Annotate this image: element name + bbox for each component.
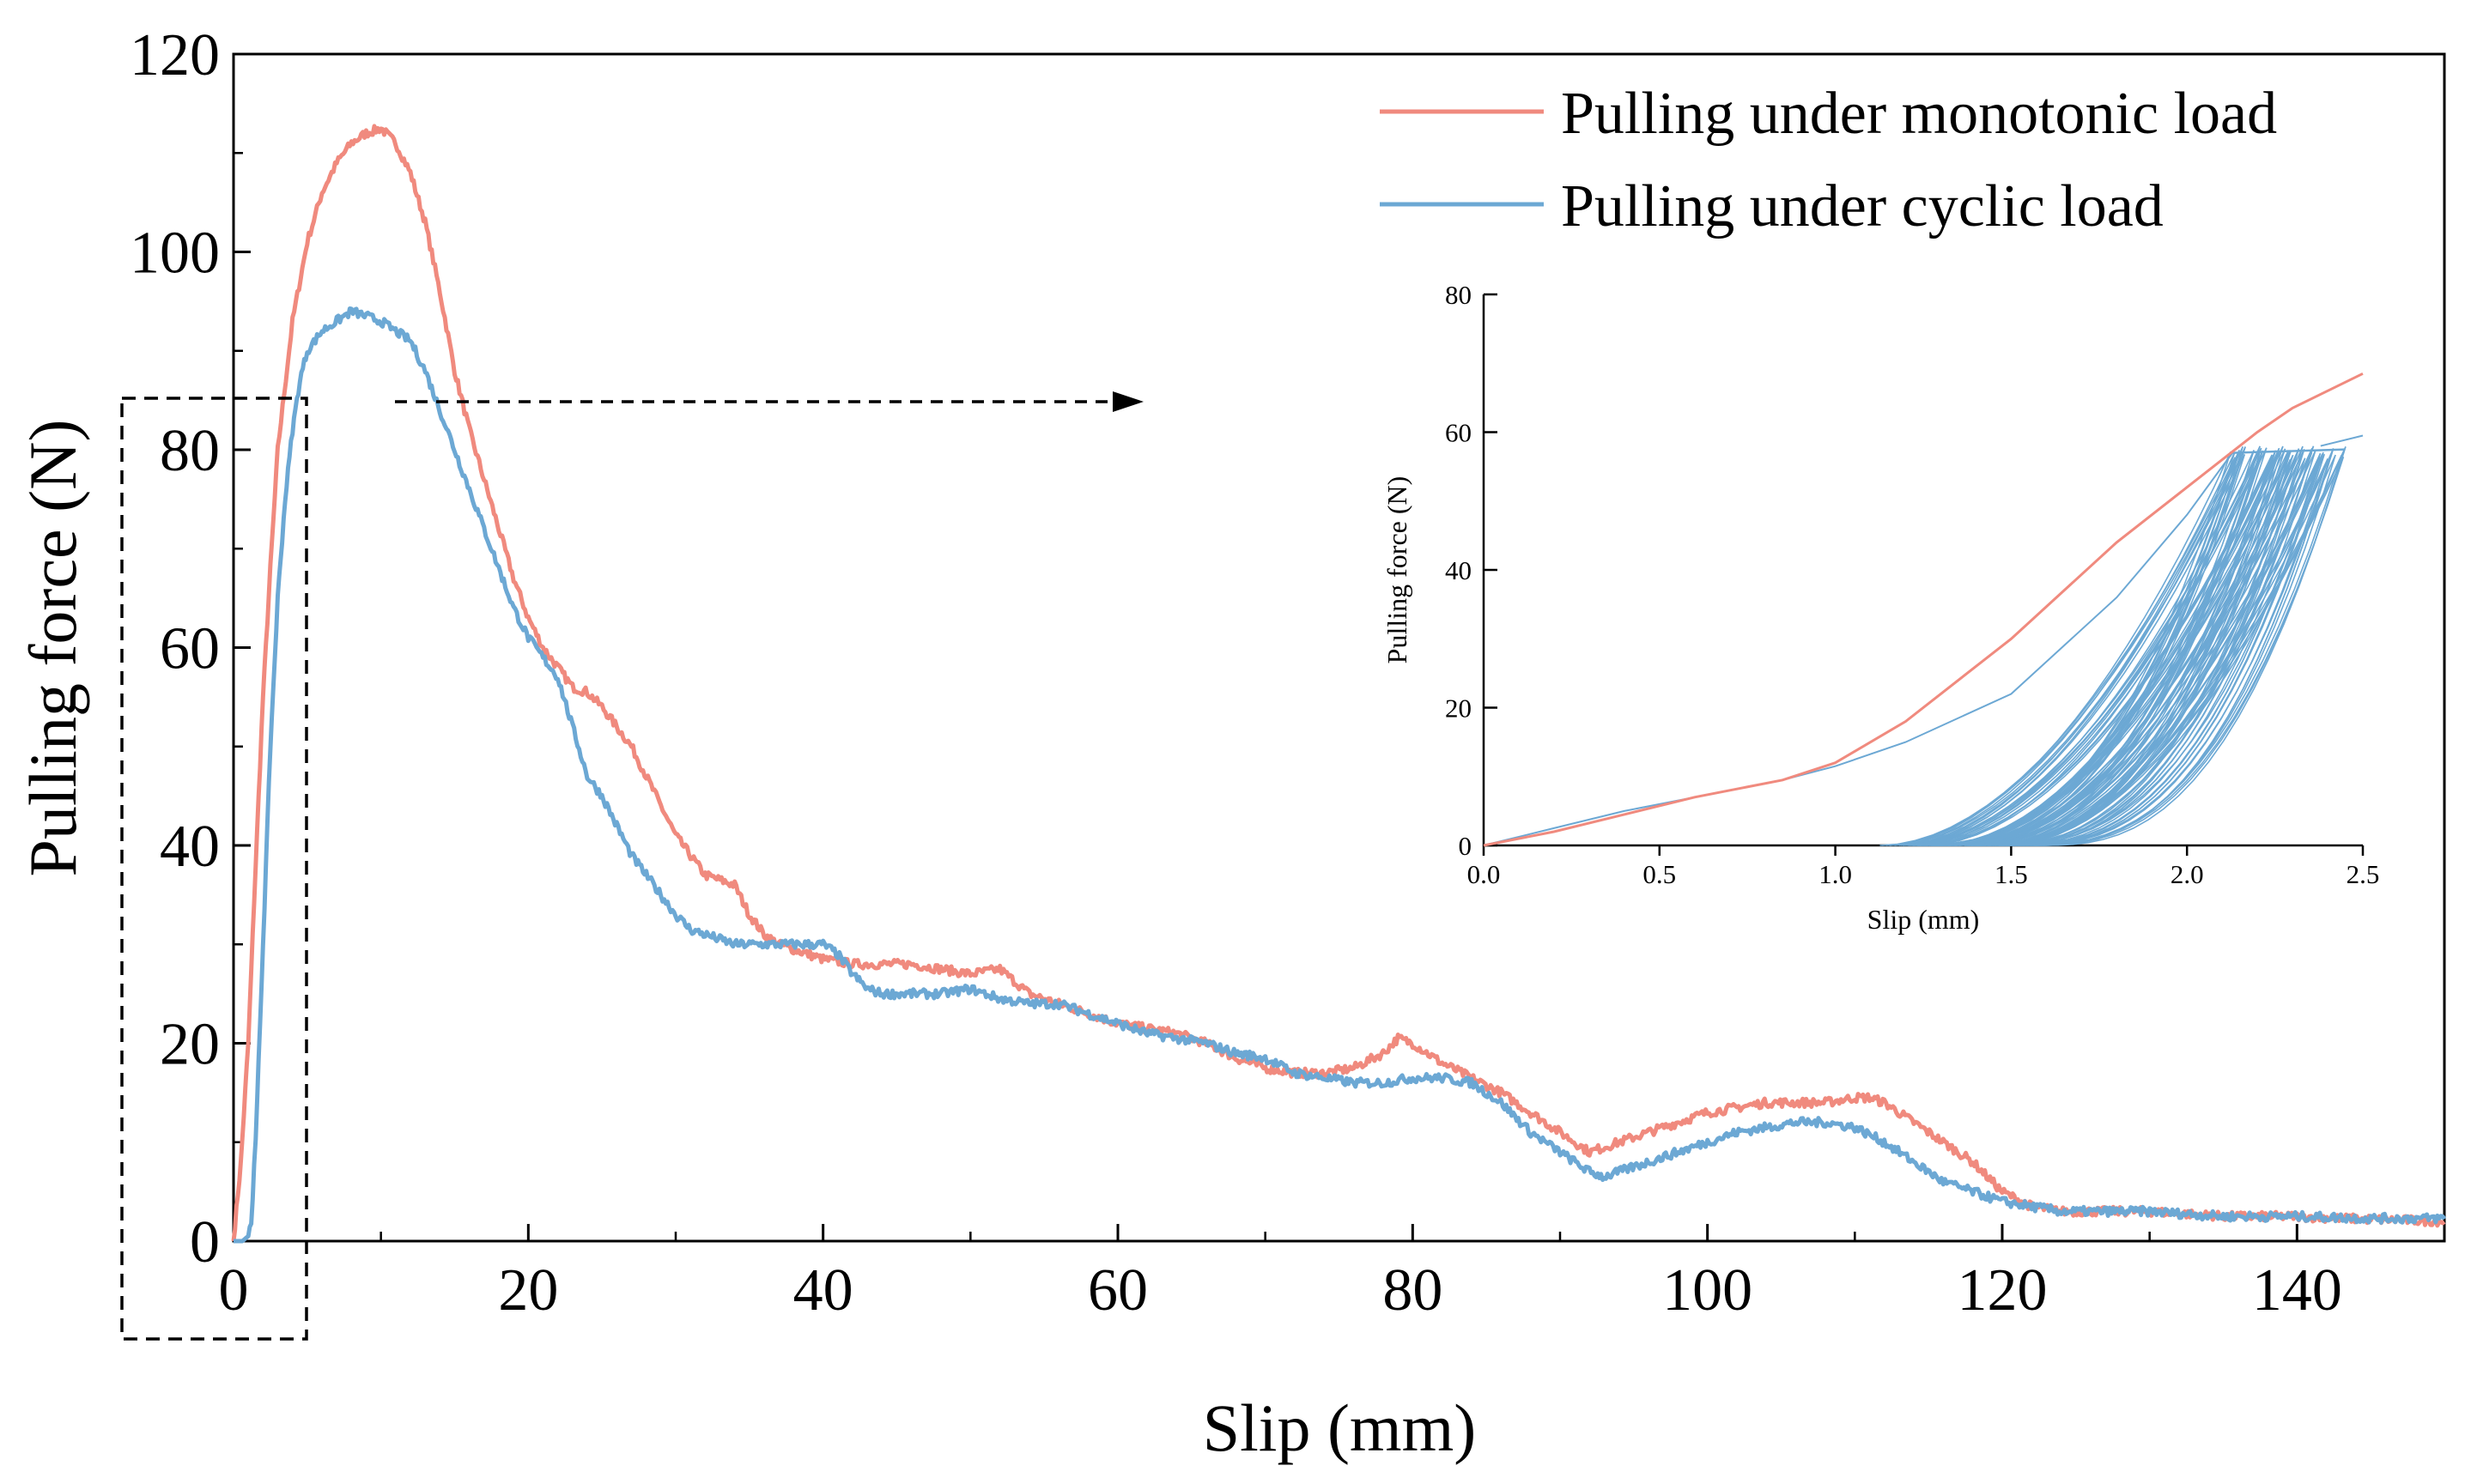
inset-cyclic-loop-loading xyxy=(1988,453,2325,846)
main-x-tick-labels: 0 20 40 60 80 100 120 140 xyxy=(219,1257,2342,1323)
inset-x-tick-label: 0.0 xyxy=(1467,859,1501,889)
inset-cyclic-loop-loading xyxy=(1989,454,2332,846)
main-x-tick-label: 140 xyxy=(2252,1257,2342,1323)
inset-cyclic-loop-loading xyxy=(1916,447,2268,846)
inset-cyclic-loop-unloading xyxy=(2018,454,2332,846)
inset-cyclic-loop-loading xyxy=(1977,450,2316,846)
inset-y-tick-label: 40 xyxy=(1445,555,1472,585)
inset-cyclic-loop-unloading xyxy=(1999,448,2313,846)
inset-cyclic-loop-loading xyxy=(1901,454,2246,846)
inset-x-tick-label: 2.0 xyxy=(2171,859,2204,889)
inset-cyclic-loop-loading xyxy=(1970,447,2313,846)
zoom-arrow-head xyxy=(1113,391,1144,412)
main-y-tick-label: 60 xyxy=(160,616,220,682)
main-series-group xyxy=(231,124,2447,1244)
inset-cyclic-loop-loading xyxy=(1936,448,2286,846)
inset-cyclic-final-segment xyxy=(2320,434,2364,447)
zoom-annotation xyxy=(120,391,1144,1341)
inset-cyclic-loop-loading xyxy=(1964,448,2300,846)
inset-cyclic-envelope xyxy=(1483,451,2234,846)
main-y-tick-label: 20 xyxy=(160,1012,220,1078)
inset-x-tick-label: 2.5 xyxy=(2347,859,2380,889)
inset-cyclic-loop-loading xyxy=(2005,451,2333,846)
inset-series-group xyxy=(1483,372,2364,847)
inset-cyclic-loop-unloading xyxy=(2025,455,2342,846)
inset-y-tick-label: 0 xyxy=(1459,831,1472,861)
main-x-tick-label: 20 xyxy=(498,1257,558,1323)
inset-cyclic-loop-loading xyxy=(1998,455,2342,846)
main-x-tick-label: 80 xyxy=(1382,1257,1442,1323)
inset-cyclic-loop-loading xyxy=(1948,458,2292,846)
inset-cyclic-loop-loading xyxy=(1943,450,2291,846)
main-y-tick-label: 100 xyxy=(130,221,220,287)
inset-y-tick-label: 20 xyxy=(1445,694,1472,724)
inset-cyclic-loop-unloading xyxy=(2035,446,2347,846)
inset-cyclic-loop-loading xyxy=(1889,451,2236,846)
legend-label-monotonic: Pulling under monotonic load xyxy=(1561,81,2277,147)
inset-plot: 0.0 0.5 1.0 1.5 2.0 2.5 0 20 40 60 80 Slip (mm) P… xyxy=(1381,280,2379,935)
main-y-tick-label: 120 xyxy=(130,22,220,88)
inset-cyclic-peak-band xyxy=(2232,448,2346,454)
inset-cyclic-loop-unloading xyxy=(2043,449,2346,846)
inset-x-axis-label: Slip (mm) xyxy=(1867,904,1980,935)
inset-monotonic-line xyxy=(1483,372,2364,847)
inset-cyclic-loop-loading xyxy=(1946,451,2292,846)
main-y-tick-labels: 0 20 40 60 80 100 120 xyxy=(130,22,220,1275)
main-minor-ticks xyxy=(234,152,2151,1241)
main-x-tick-label: 100 xyxy=(1662,1257,1752,1323)
inset-ticks xyxy=(1482,293,2365,856)
inset-cyclic-loop-loading xyxy=(1954,450,2304,846)
inset-y-tick-label: 60 xyxy=(1445,418,1472,448)
inset-x-tick-labels: 0.0 0.5 1.0 1.5 2.0 2.5 xyxy=(1467,859,2380,889)
inset-x-tick-label: 1.0 xyxy=(1818,859,1852,889)
main-y-tick-label: 0 xyxy=(190,1209,220,1275)
inset-cyclic-loop-loading xyxy=(1894,446,2246,846)
inset-x-tick-label: 0.5 xyxy=(1642,859,1676,889)
inset-cyclic-loop-loading xyxy=(1903,456,2257,846)
main-x-tick-label: 60 xyxy=(1088,1257,1148,1323)
inset-cyclic-loop-loading xyxy=(1981,457,2321,846)
inset-y-tick-labels: 0 20 40 60 80 xyxy=(1445,280,1472,861)
main-series-line-1 xyxy=(233,306,2447,1244)
inset-cyclic-loop-loading xyxy=(1937,450,2290,846)
inset-cyclic-loop-loading xyxy=(1919,454,2273,846)
inset-y-axis-label: Pulling force (N) xyxy=(1381,476,1412,664)
legend-label-cyclic: Pulling under cyclic load xyxy=(1561,173,2164,239)
main-x-axis-label: Slip (mm) xyxy=(1203,1390,1477,1465)
main-y-axis-label: Pulling force (N) xyxy=(15,420,90,877)
inset-cyclic-loop-loading xyxy=(2014,449,2346,846)
main-x-tick-label: 0 xyxy=(219,1257,249,1323)
inset-y-tick-label: 80 xyxy=(1445,280,1472,310)
main-x-tick-label: 40 xyxy=(793,1257,853,1323)
main-x-tick-label: 120 xyxy=(1958,1257,2048,1323)
inset-cyclic-loop-loading xyxy=(1885,451,2231,846)
inset-cyclic-loop-unloading xyxy=(2033,451,2333,846)
inset-x-tick-label: 1.5 xyxy=(1994,859,2028,889)
legend: Pulling under monotonic load Pulling und… xyxy=(1380,81,2277,239)
inset-cyclic-loop-loading xyxy=(1924,450,2277,846)
main-y-tick-label: 40 xyxy=(160,814,220,880)
zoom-region-box xyxy=(120,397,308,1341)
inset-cyclic-loop-loading xyxy=(1881,452,2240,846)
inset-cyclic-loop-loading xyxy=(2007,446,2347,846)
main-plot: 0 20 40 60 80 100 120 140 0 20 40 60 80 100 120 Slip … xyxy=(15,22,2447,1465)
main-y-tick-label: 80 xyxy=(160,418,220,484)
